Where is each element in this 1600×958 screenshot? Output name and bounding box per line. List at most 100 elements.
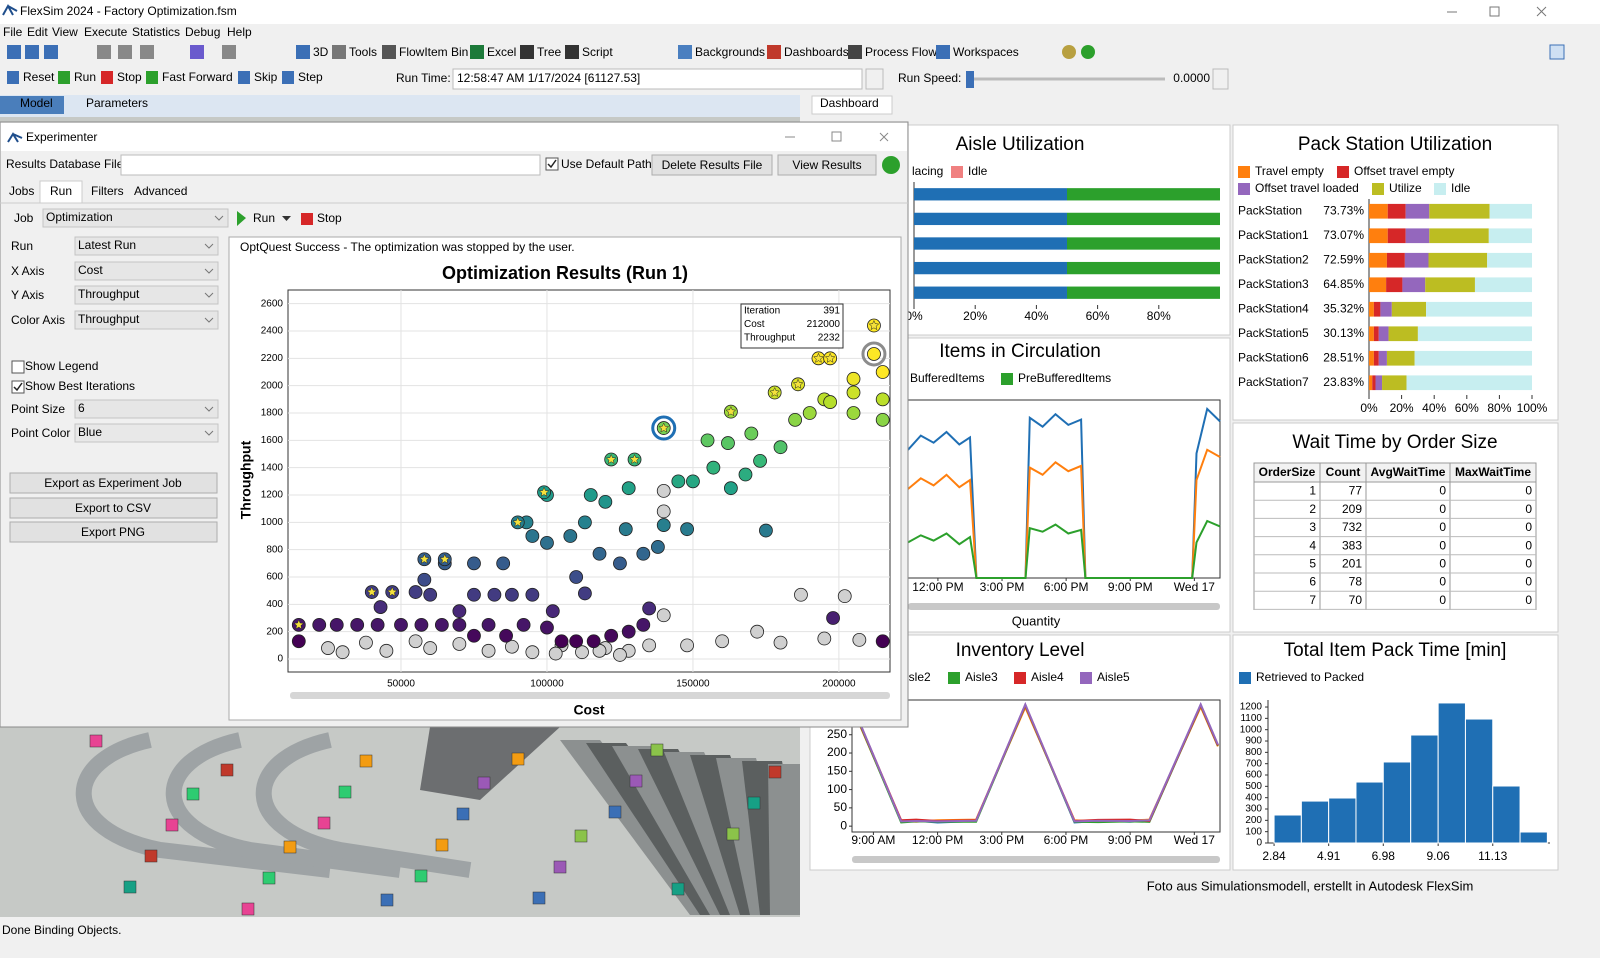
data-point[interactable] (312, 617, 327, 632)
tab-label[interactable]: Model (20, 96, 53, 110)
data-point[interactable] (773, 635, 788, 650)
data-point[interactable] (656, 608, 671, 623)
data-point[interactable] (525, 529, 540, 543)
data-point[interactable] (875, 634, 890, 649)
data-point[interactable] (291, 634, 306, 649)
data-point[interactable] (525, 587, 540, 602)
close-button[interactable] (1536, 6, 1547, 17)
data-point[interactable] (802, 406, 817, 420)
settings-icon[interactable] (1062, 45, 1076, 59)
data-point[interactable] (417, 572, 432, 587)
tab-model[interactable] (0, 96, 64, 114)
data-point[interactable] (794, 587, 808, 602)
data-point[interactable] (846, 385, 861, 400)
data-point[interactable] (481, 643, 496, 658)
dropdown[interactable] (74, 399, 219, 419)
data-point[interactable] (329, 617, 344, 632)
tab-dashboard[interactable] (811, 95, 893, 115)
toolbar-button[interactable]: Workspaces (953, 45, 1019, 59)
panel-icon[interactable] (1549, 44, 1565, 60)
data-point[interactable] (575, 645, 589, 660)
data-point[interactable] (773, 440, 788, 455)
maximize-button[interactable] (831, 131, 842, 142)
dropdown-value[interactable]: Optimization (46, 210, 113, 224)
data-point[interactable] (875, 365, 890, 379)
button[interactable] (777, 154, 877, 176)
data-point[interactable] (656, 504, 671, 519)
data-point[interactable] (686, 474, 700, 489)
data-point[interactable] (744, 426, 759, 441)
data-point[interactable] (823, 395, 838, 409)
toolbar-button[interactable]: Tree (537, 45, 562, 59)
checkbox[interactable] (11, 360, 25, 374)
data-point[interactable] (516, 617, 531, 632)
button-label[interactable]: Export PNG (81, 525, 145, 539)
dropdown[interactable] (74, 310, 219, 330)
toolbar-button[interactable]: Excel (487, 45, 516, 59)
data-point[interactable] (452, 604, 467, 619)
button[interactable] (9, 472, 218, 494)
data-point[interactable] (700, 433, 715, 448)
data-point[interactable] (467, 587, 481, 602)
dropdown-value[interactable]: Throughput (78, 312, 140, 326)
run-control[interactable]: Skip (254, 70, 278, 84)
menu-item[interactable]: Edit (27, 25, 48, 39)
data-point[interactable] (621, 624, 636, 639)
menu-item[interactable]: View (52, 25, 78, 39)
tab-label[interactable]: Jobs (9, 184, 34, 198)
dropdown[interactable] (42, 208, 229, 228)
data-point[interactable] (592, 546, 607, 561)
data-point[interactable] (837, 589, 852, 604)
button[interactable] (651, 154, 773, 176)
data-point[interactable] (738, 467, 753, 482)
data-point[interactable] (505, 639, 519, 654)
restore-button[interactable] (1489, 6, 1500, 17)
data-point[interactable] (408, 634, 423, 649)
scrollbar[interactable] (852, 856, 1220, 863)
data-point[interactable] (569, 634, 584, 649)
close-button[interactable] (879, 132, 889, 142)
run-time-dropdown[interactable] (865, 68, 884, 90)
data-point[interactable] (586, 634, 601, 649)
data-point[interactable] (759, 523, 773, 538)
data-point[interactable] (434, 617, 449, 632)
data-point[interactable] (414, 617, 429, 632)
data-point[interactable] (598, 494, 613, 509)
scrollbar[interactable] (908, 603, 1220, 610)
data-point[interactable] (613, 648, 627, 662)
help-icon[interactable] (1081, 45, 1095, 59)
checkbox[interactable] (545, 157, 559, 171)
data-point[interactable] (350, 617, 365, 632)
dropdown[interactable] (74, 285, 219, 305)
menu-item[interactable]: Statistics (132, 25, 180, 39)
data-point[interactable] (569, 570, 584, 584)
toolbar-button[interactable]: Process Flow (865, 45, 937, 59)
toolbar-button[interactable]: Script (582, 45, 613, 59)
data-point[interactable] (788, 412, 803, 427)
data-point[interactable] (721, 436, 735, 450)
data-point[interactable] (618, 522, 633, 537)
dropdown-value[interactable]: 6 (78, 401, 85, 415)
dropdown[interactable] (74, 261, 219, 281)
data-point[interactable] (481, 617, 496, 632)
data-point[interactable] (642, 638, 657, 653)
data-point[interactable] (487, 587, 502, 602)
tab-label[interactable]: Dashboard (820, 96, 879, 110)
data-point[interactable] (715, 634, 730, 649)
data-point[interactable] (656, 484, 671, 498)
data-point[interactable] (817, 631, 832, 646)
button-label[interactable]: Export as Experiment Job (44, 476, 182, 490)
toolbar-button[interactable]: Tools (349, 45, 377, 59)
data-point[interactable] (540, 620, 554, 635)
data-point[interactable] (505, 587, 519, 602)
data-point[interactable] (545, 604, 560, 619)
run-control[interactable]: Run (74, 70, 96, 84)
data-point[interactable] (452, 617, 467, 632)
data-point[interactable] (723, 481, 738, 496)
button-label[interactable]: View Results (792, 158, 861, 172)
data-point[interactable] (826, 611, 840, 625)
data-point[interactable] (875, 392, 890, 407)
run-speed-dropdown[interactable] (1212, 68, 1229, 90)
data-point[interactable] (846, 371, 861, 386)
data-point[interactable] (680, 522, 694, 537)
